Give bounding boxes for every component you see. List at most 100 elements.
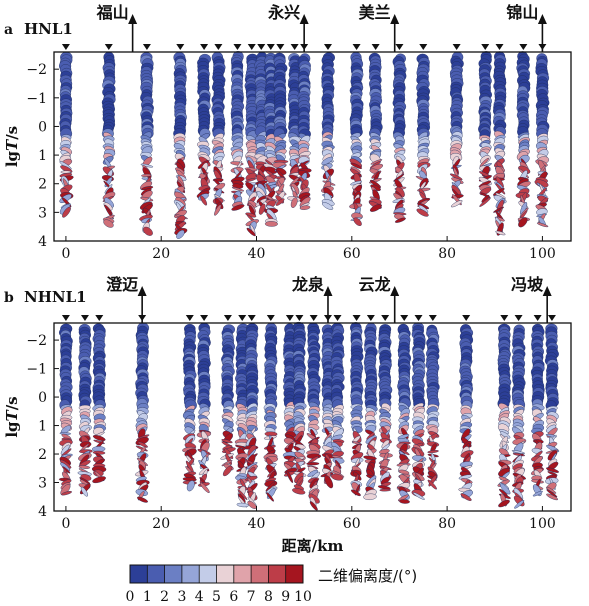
polarization-ellipse — [546, 493, 559, 501]
station-marker — [414, 315, 423, 321]
polarization-ellipse — [92, 476, 106, 484]
x-tick-label: 60 — [343, 516, 361, 532]
y-tick-label: −1 — [26, 91, 47, 107]
plot-frame — [53, 51, 572, 242]
place-arrow-head — [390, 14, 400, 24]
panel-a: 0 20 40 60 80 100 −2 −1 0 1 2 3 4 lgT/s a HNL1 福山 永兴 美兰 锦山 — [3, 3, 572, 262]
polarization-ellipse — [200, 482, 210, 494]
place-label: 云龙 — [359, 275, 391, 294]
station-marker — [366, 315, 375, 321]
station-marker — [95, 315, 104, 321]
profile-name: NHNL1 — [24, 288, 87, 306]
station-marker — [547, 315, 556, 321]
station-marker — [257, 44, 266, 50]
place-arrow-head — [390, 286, 400, 296]
colorbar-tick-label: 0 — [126, 589, 135, 605]
x-tick-label: 20 — [152, 246, 170, 262]
station-marker — [395, 44, 404, 50]
colorbar-segment — [251, 565, 269, 583]
polarization-ellipse — [221, 439, 233, 444]
polarization-ellipse — [427, 450, 439, 454]
ellipse-columns — [59, 51, 550, 239]
station-marker — [200, 315, 209, 321]
y-axis-title: lgT/s — [3, 396, 21, 437]
station-column — [220, 324, 236, 477]
y-tick-label: 1 — [38, 148, 47, 164]
polarization-ellipse — [80, 486, 88, 497]
ellipse-columns — [58, 321, 560, 511]
polarization-ellipse — [290, 197, 298, 208]
station-marker — [142, 44, 151, 50]
station-marker — [266, 315, 275, 321]
station-marker — [352, 315, 361, 321]
station-marker — [247, 315, 256, 321]
polarization-ellipse — [200, 195, 208, 206]
station-column — [478, 51, 492, 207]
station-marker — [419, 44, 428, 50]
polarization-ellipse — [62, 206, 71, 218]
colorbar-tick-label: 4 — [195, 589, 204, 605]
colorbar-tick-label: 2 — [160, 589, 169, 605]
polarization-ellipse — [140, 163, 154, 168]
colorbar-tick-label: 7 — [247, 589, 256, 605]
place-arrow-head — [323, 286, 333, 296]
station-marker — [495, 44, 504, 50]
polarization-ellipse — [330, 473, 344, 481]
colorbar-segment — [285, 565, 303, 583]
panel-letter: b — [4, 290, 14, 306]
station-marker — [500, 315, 509, 321]
place-label: 锦山 — [506, 3, 538, 22]
station-marker — [80, 315, 89, 321]
polarization-ellipse — [479, 197, 491, 207]
station-column — [515, 51, 531, 228]
polarization-ellipse — [292, 488, 306, 495]
station-marker — [333, 315, 342, 321]
station-marker — [381, 315, 390, 321]
station-column — [449, 51, 464, 208]
y-tick-label: −1 — [26, 362, 47, 378]
station-marker — [247, 44, 256, 50]
colorbar-segment — [130, 565, 148, 583]
polarization-ellipse — [399, 499, 410, 504]
x-tick-label: 80 — [438, 246, 456, 262]
x-tick-label: 100 — [529, 246, 556, 262]
polarization-ellipse — [350, 489, 361, 497]
station-column — [196, 322, 212, 494]
polarization-ellipse — [532, 490, 543, 497]
polarization-ellipse — [142, 226, 153, 236]
station-column — [330, 322, 345, 481]
panel-b: 0 20 40 60 80 100 −2 −1 0 1 2 3 4 lgT/s b NHNL1 澄迈 龙泉 云龙 冯坡… — [3, 275, 572, 555]
station-marker — [61, 315, 70, 321]
polarization-ellipse — [353, 217, 362, 226]
station-column — [306, 322, 322, 511]
y-tick-label: −2 — [26, 333, 47, 349]
polarization-ellipse — [514, 499, 525, 509]
station-marker — [519, 44, 528, 50]
colorbar-segment — [268, 565, 286, 583]
station-marker — [176, 44, 185, 50]
station-column — [101, 51, 116, 228]
station-column — [392, 53, 407, 223]
x-tick-label: 0 — [61, 516, 70, 532]
colorbar-tick-label: 10 — [294, 589, 312, 605]
polarization-ellipse — [231, 204, 245, 211]
x-tick-label: 40 — [248, 516, 266, 532]
polarization-ellipse — [398, 469, 410, 475]
polarization-ellipse — [186, 480, 195, 492]
station-column — [282, 323, 298, 483]
station-column — [58, 323, 73, 496]
polarization-ellipse — [400, 449, 410, 456]
y-tick-label: 1 — [38, 419, 47, 435]
station-column — [292, 321, 307, 495]
station-marker — [223, 315, 232, 321]
y-tick-label: 3 — [38, 205, 47, 221]
station-column — [196, 53, 211, 206]
station-marker — [309, 315, 318, 321]
station-column — [511, 324, 527, 509]
station-column — [234, 323, 250, 508]
polarization-ellipse — [450, 200, 463, 208]
station-marker — [400, 315, 409, 321]
polarization-ellipse — [214, 204, 222, 216]
place-arrow-head — [537, 14, 547, 24]
